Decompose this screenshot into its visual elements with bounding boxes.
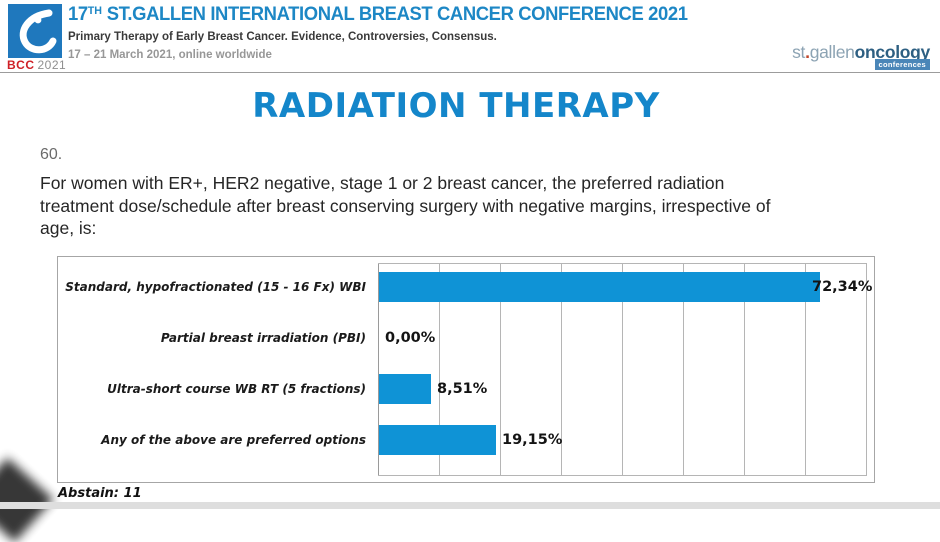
- plot-area: [378, 263, 867, 476]
- category-label: Any of the above are preferred options: [101, 433, 366, 448]
- bar: [379, 425, 496, 456]
- gridline: [561, 264, 562, 475]
- conference-title-rest: ST.GALLEN INTERNATIONAL BREAST CANCER CO…: [101, 4, 688, 25]
- chart-row: Standard, hypofractionated (15 - 16 Fx) …: [58, 261, 874, 312]
- gridline: [500, 264, 501, 475]
- bcc-logo-text: BCC: [7, 58, 35, 72]
- bcc-logo-year: 2021: [37, 58, 67, 72]
- category-label: Ultra-short course WB RT (5 fractions): [107, 382, 366, 397]
- bar: [379, 271, 820, 302]
- value-label: 0,00%: [385, 329, 436, 346]
- conference-title-number: 17: [68, 4, 88, 25]
- gridline: [683, 264, 684, 475]
- value-label: 72,34%: [812, 278, 873, 295]
- brand-st: st: [792, 42, 806, 62]
- bar-area: 72,34%: [378, 261, 874, 312]
- bar-area: 8,51%: [378, 364, 874, 415]
- conference-dates: 17 – 21 March 2021, online worldwide: [68, 49, 272, 61]
- value-label: 19,15%: [502, 432, 563, 449]
- bar-chart: Standard, hypofractionated (15 - 16 Fx) …: [57, 256, 875, 483]
- gridline: [866, 264, 867, 475]
- chart-row: Partial breast irradiation (PBI) 0,00%: [58, 312, 874, 363]
- question-text: For women with ER+, HER2 negative, stage…: [40, 173, 771, 238]
- gridline: [805, 264, 806, 475]
- chart-row: Ultra-short course WB RT (5 fractions) 8,…: [58, 364, 874, 415]
- gridline: [439, 264, 440, 475]
- gridline: [744, 264, 745, 475]
- chart-row: Any of the above are preferred options 19…: [58, 415, 874, 466]
- conference-subtitle: Primary Therapy of Early Breast Cancer. …: [68, 31, 497, 43]
- brand-gallen: gallen: [809, 42, 855, 62]
- stgallen-oncology-logo: st.gallenoncology conferences: [792, 42, 931, 70]
- gridline: [622, 264, 623, 475]
- bcc-logo-caption: BCC 2021: [7, 58, 66, 72]
- header-divider: [0, 72, 940, 73]
- slide-section-title: RADIATION THERAPY: [252, 86, 660, 126]
- bar-area: 0,00%: [378, 312, 874, 363]
- bar-area: 19,15%: [378, 415, 874, 466]
- value-label: 8,51%: [437, 381, 488, 398]
- bar: [379, 374, 431, 405]
- y-axis-line: [378, 264, 379, 475]
- category-label: Standard, hypofractionated (15 - 16 Fx) …: [65, 279, 366, 294]
- brand-dot: .: [805, 42, 810, 62]
- bcc-logo: [8, 4, 62, 58]
- brand-conferences-badge: conferences: [874, 59, 930, 70]
- bcc-drop-icon: [19, 9, 57, 54]
- question-number: 60.: [40, 146, 63, 163]
- conference-title: 17TH ST.GALLEN INTERNATIONAL BREAST CANC…: [68, 4, 688, 26]
- category-label: Partial breast irradiation (PBI): [160, 330, 366, 345]
- corner-shadow-artifact: [0, 457, 54, 542]
- bottom-edge-strip: [0, 502, 940, 509]
- chart-rows: Standard, hypofractionated (15 - 16 Fx) …: [58, 261, 874, 466]
- conference-title-sup: TH: [87, 5, 102, 17]
- abstain-count: Abstain: 11: [58, 486, 142, 501]
- brand-oncology: oncology: [854, 42, 931, 62]
